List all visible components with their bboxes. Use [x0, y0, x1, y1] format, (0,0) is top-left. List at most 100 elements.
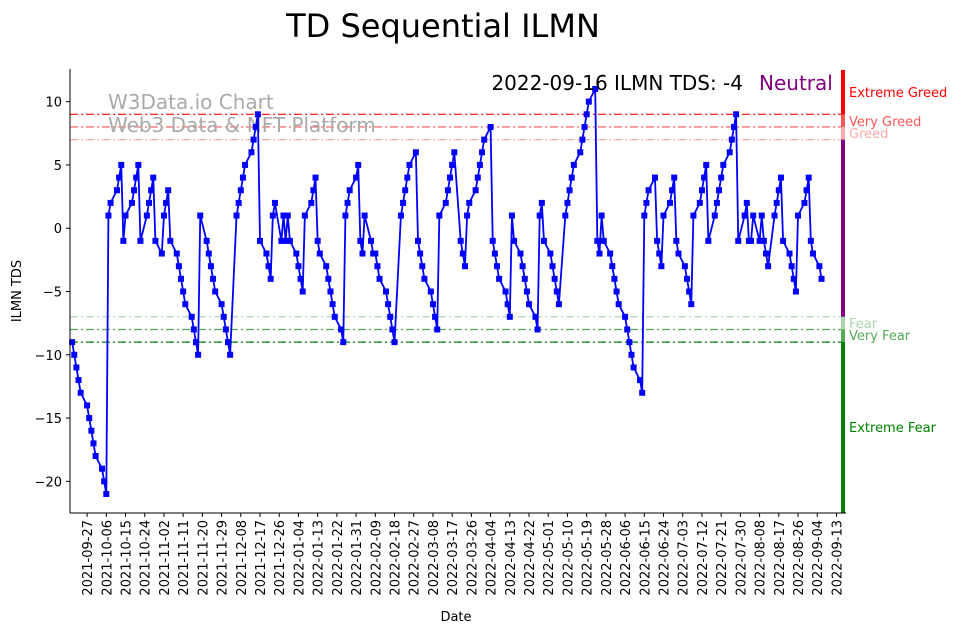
zone-label-very-fear: Very Fear: [849, 329, 911, 344]
data-point: [671, 174, 678, 181]
data-point: [741, 212, 748, 219]
data-point: [391, 339, 398, 346]
x-tick-label: 2021-10-06: [100, 520, 115, 596]
data-point: [615, 301, 622, 308]
data-point: [600, 237, 607, 244]
y-tick-label: 0: [54, 222, 62, 237]
latest-annotation: 2022-09-16 ILMN TDS: -4: [491, 71, 743, 95]
data-point: [523, 288, 530, 295]
data-point: [355, 161, 362, 168]
data-point: [387, 313, 394, 320]
data-point: [120, 237, 127, 244]
zone-label-fear: Fear: [849, 317, 878, 332]
data-point: [532, 313, 539, 320]
data-point: [237, 187, 244, 194]
data-point: [192, 339, 199, 346]
data-point: [792, 288, 799, 295]
data-point: [173, 250, 180, 257]
data-point: [250, 136, 257, 143]
x-tick-label: 2021-10-24: [139, 520, 154, 596]
data-point: [474, 174, 481, 181]
data-point: [218, 301, 225, 308]
x-tick-label: 2022-01-13: [312, 520, 327, 596]
data-point: [788, 263, 795, 270]
data-point: [376, 275, 383, 282]
data-point: [101, 478, 108, 485]
data-point: [327, 288, 334, 295]
data-point: [451, 149, 458, 156]
data-point: [476, 161, 483, 168]
data-point: [103, 491, 110, 498]
data-point: [310, 187, 317, 194]
x-tick-label: 2022-08-08: [754, 520, 769, 596]
data-point: [720, 161, 727, 168]
data-point: [118, 161, 125, 168]
data-point: [630, 364, 637, 371]
data-point: [643, 199, 650, 206]
data-point: [163, 199, 170, 206]
data-point: [705, 237, 712, 244]
data-point: [212, 288, 219, 295]
data-point: [107, 199, 114, 206]
data-point: [368, 237, 375, 244]
data-point: [728, 136, 735, 143]
data-point: [801, 199, 808, 206]
data-point: [457, 237, 464, 244]
data-point: [673, 237, 680, 244]
data-point: [207, 263, 214, 270]
data-point: [508, 212, 515, 219]
data-point: [160, 212, 167, 219]
data-point: [502, 288, 509, 295]
data-point: [790, 275, 797, 282]
data-point: [299, 288, 306, 295]
data-point: [698, 187, 705, 194]
data-point: [389, 326, 396, 333]
data-point: [175, 263, 182, 270]
data-point: [553, 288, 560, 295]
data-point: [487, 123, 494, 130]
data-point: [382, 288, 389, 295]
data-point: [735, 237, 742, 244]
data-point: [242, 161, 249, 168]
data-point: [654, 237, 661, 244]
data-point: [609, 263, 616, 270]
data-point: [99, 465, 106, 472]
data-point: [611, 275, 618, 282]
data-point: [150, 174, 157, 181]
x-tick-label: 2022-03-26: [465, 520, 480, 596]
data-point: [807, 237, 814, 244]
x-tick-label: 2022-05-19: [581, 520, 596, 596]
zone-bar-segment: [841, 139, 845, 317]
x-tick-label: 2022-02-18: [389, 520, 404, 596]
data-point: [711, 212, 718, 219]
zone-label-greed: Greed: [849, 127, 888, 142]
data-point: [71, 351, 78, 358]
data-point: [419, 263, 426, 270]
data-point: [555, 301, 562, 308]
data-point: [397, 212, 404, 219]
data-point: [346, 187, 353, 194]
watermark: W3Data.io Chart Web3 Data & NFT Platform: [108, 90, 376, 137]
data-point: [257, 237, 264, 244]
data-point: [254, 111, 261, 118]
data-point: [297, 275, 304, 282]
data-point: [84, 402, 91, 409]
x-axis-label: Date: [440, 610, 471, 625]
data-point: [570, 161, 577, 168]
data-point: [92, 453, 99, 460]
status-label: Neutral: [759, 71, 833, 95]
x-tick-label: 2021-09-27: [81, 520, 96, 596]
data-point: [592, 85, 599, 92]
data-point: [224, 339, 231, 346]
y-tick-label: −15: [35, 412, 62, 427]
data-point: [316, 250, 323, 257]
data-point: [280, 212, 287, 219]
data-point: [331, 313, 338, 320]
data-point: [622, 313, 629, 320]
data-point: [278, 237, 285, 244]
data-point: [75, 377, 82, 384]
data-point: [131, 187, 138, 194]
x-tick-label: 2022-08-26: [792, 520, 807, 596]
data-point: [526, 301, 533, 308]
